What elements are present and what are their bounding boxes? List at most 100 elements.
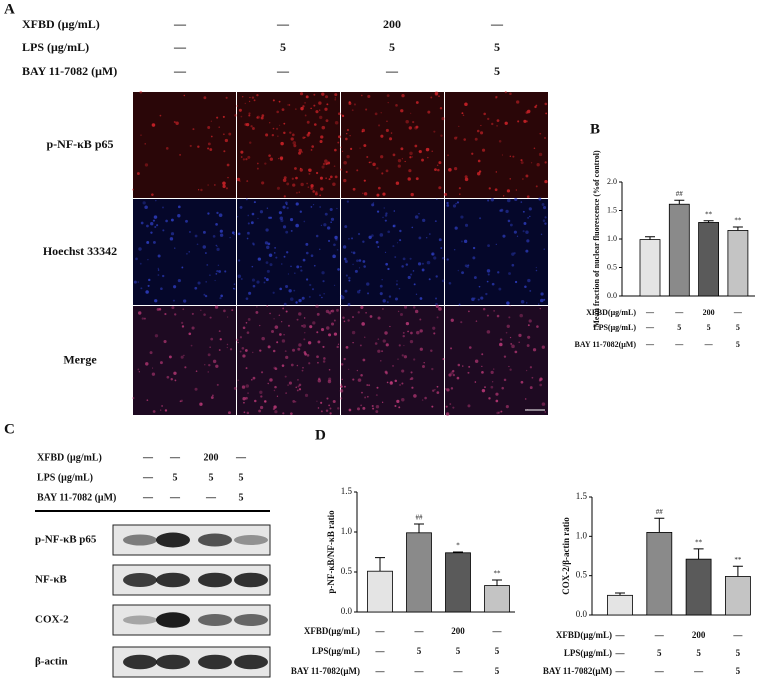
cell-dot bbox=[380, 112, 382, 114]
cell-dot bbox=[281, 339, 286, 343]
cell-dot bbox=[526, 239, 530, 243]
cell-dot bbox=[409, 257, 412, 260]
cell-dot bbox=[499, 209, 502, 213]
cell-dot bbox=[427, 110, 431, 114]
cell-dot bbox=[348, 101, 351, 104]
error-bar bbox=[732, 226, 743, 231]
cell-dot bbox=[308, 295, 311, 298]
cell-dot bbox=[346, 200, 349, 203]
cell-dot bbox=[434, 168, 437, 171]
cell-dot bbox=[325, 177, 327, 180]
cell-dot bbox=[283, 334, 285, 336]
treatment-cell: — bbox=[142, 492, 154, 503]
cell-dot bbox=[252, 284, 256, 288]
cell-dot bbox=[345, 274, 348, 277]
cell-dot bbox=[284, 375, 287, 378]
cell-dot bbox=[496, 411, 499, 415]
blot-band bbox=[198, 614, 232, 626]
cell-dot bbox=[333, 284, 336, 287]
cell-dot bbox=[394, 297, 398, 301]
cell-dot bbox=[385, 169, 389, 173]
cell-dot bbox=[204, 252, 207, 255]
cell-dot bbox=[171, 306, 175, 310]
cell-dot bbox=[146, 399, 149, 401]
cell-dot bbox=[381, 172, 384, 175]
cell-dot bbox=[216, 269, 219, 273]
cell-dot bbox=[404, 160, 406, 163]
cell-dot bbox=[366, 156, 369, 159]
cell-dot bbox=[415, 101, 419, 104]
cell-dot bbox=[162, 274, 165, 278]
cell-dot bbox=[377, 245, 380, 248]
cell-dot bbox=[474, 359, 479, 363]
cell-dot bbox=[472, 246, 476, 250]
cell-dot bbox=[310, 206, 313, 208]
cell-dot bbox=[539, 307, 541, 310]
cell-dot bbox=[304, 102, 306, 104]
cell-dot bbox=[202, 230, 206, 234]
cell-dot bbox=[464, 177, 469, 182]
cell-dot bbox=[222, 181, 226, 186]
cell-dot bbox=[303, 351, 307, 354]
cell-dot bbox=[486, 330, 491, 334]
cell-dot bbox=[320, 410, 323, 413]
cell-dot bbox=[266, 269, 270, 273]
cell-dot bbox=[138, 247, 142, 251]
cell-dot bbox=[343, 357, 346, 361]
cell-dot bbox=[200, 402, 203, 405]
cell-dot bbox=[496, 125, 498, 127]
cell-dot bbox=[372, 162, 376, 167]
cell-dot bbox=[344, 289, 348, 293]
cell-dot bbox=[458, 125, 460, 128]
cell-dot bbox=[505, 331, 508, 334]
cell-dot bbox=[460, 240, 463, 243]
treatment-cell: — bbox=[142, 452, 154, 463]
cell-dot bbox=[529, 386, 533, 390]
cell-dot bbox=[236, 104, 239, 108]
error-bar bbox=[492, 579, 502, 586]
treatment-cell: — bbox=[733, 308, 743, 317]
cell-dot bbox=[376, 386, 379, 389]
cell-dot bbox=[304, 393, 309, 397]
cell-dot bbox=[210, 135, 213, 138]
cell-dot bbox=[396, 280, 398, 282]
cell-dot bbox=[351, 109, 354, 112]
cell-dot bbox=[394, 404, 397, 408]
cell-dot bbox=[530, 162, 533, 164]
cell-dot bbox=[345, 345, 349, 349]
cell-dot bbox=[313, 264, 316, 267]
cell-dot bbox=[467, 264, 470, 267]
cell-dot bbox=[322, 360, 326, 363]
cell-dot bbox=[179, 154, 181, 156]
cell-dot bbox=[291, 177, 294, 180]
cell-dot bbox=[348, 279, 351, 282]
cell-dot bbox=[272, 99, 275, 102]
cell-dot bbox=[476, 171, 481, 176]
cell-dot bbox=[502, 234, 506, 238]
cell-dot bbox=[506, 301, 510, 305]
error-bar bbox=[732, 565, 743, 577]
cell-dot bbox=[283, 255, 286, 258]
cell-dot bbox=[310, 186, 314, 190]
cell-dot bbox=[401, 93, 405, 98]
cell-dot bbox=[332, 182, 336, 186]
cell-dot bbox=[319, 294, 321, 297]
micrograph bbox=[237, 92, 340, 198]
cell-dot bbox=[498, 139, 502, 143]
cell-dot bbox=[471, 297, 475, 302]
cell-dot bbox=[377, 338, 380, 340]
cell-dot bbox=[163, 339, 167, 344]
cell-dot bbox=[280, 219, 284, 223]
cell-dot bbox=[352, 341, 354, 344]
cell-dot bbox=[286, 182, 290, 186]
cell-dot bbox=[509, 92, 512, 96]
cell-dot bbox=[499, 338, 503, 341]
cell-dot bbox=[278, 211, 282, 215]
treatment-cell: — bbox=[674, 308, 684, 317]
cell-dot bbox=[292, 183, 296, 187]
cell-dot bbox=[415, 293, 418, 296]
cell-dot bbox=[354, 269, 358, 273]
cell-dot bbox=[250, 221, 254, 225]
bar bbox=[725, 576, 751, 616]
cell-dot bbox=[282, 225, 287, 229]
